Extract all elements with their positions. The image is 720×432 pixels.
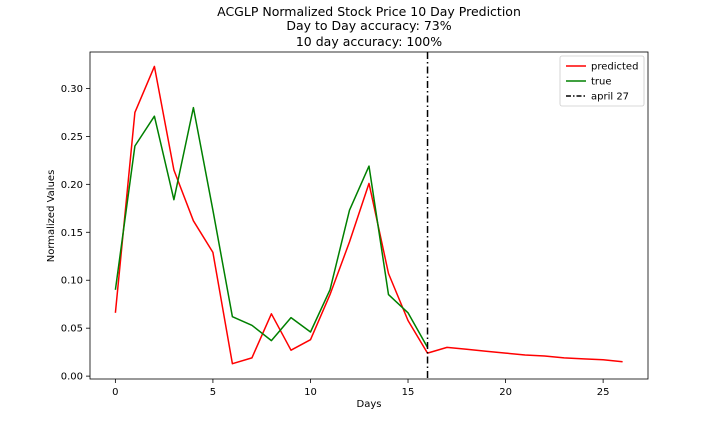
legend: predicted true april 27 bbox=[559, 55, 645, 107]
legend-label: april 27 bbox=[591, 92, 629, 103]
y-tick-label: 0.00 bbox=[61, 372, 83, 383]
series-line-predicted bbox=[114, 65, 623, 365]
y-axis-ticks: 0.00 0.05 0.10 0.15 0.20 0.25 0.30 bbox=[61, 84, 90, 383]
x-tick-label: 5 bbox=[210, 387, 216, 398]
x-axis-label: Days bbox=[357, 399, 382, 410]
x-tick-label: 10 bbox=[304, 387, 317, 398]
y-tick-label: 0.05 bbox=[61, 324, 83, 335]
x-tick-label: 0 bbox=[112, 387, 118, 398]
chart-title: ACGLP Normalized Stock Price 10 Day Pred… bbox=[217, 4, 521, 49]
plot-frame bbox=[89, 51, 649, 380]
chart-title-line-2: Day to Day accuracy: 73% bbox=[286, 18, 451, 33]
legend-label: predicted bbox=[591, 62, 638, 73]
x-tick-label: 20 bbox=[499, 387, 512, 398]
series-lines bbox=[114, 52, 623, 379]
y-tick-label: 0.25 bbox=[61, 132, 83, 143]
y-tick-label: 0.15 bbox=[61, 228, 83, 239]
x-axis-ticks: 0 5 10 15 20 25 bbox=[112, 379, 609, 398]
series-line-true bbox=[114, 106, 429, 348]
legend-label: true bbox=[591, 77, 612, 88]
chart-title-line-3: 10 day accuracy: 100% bbox=[296, 34, 442, 49]
y-tick-label: 0.20 bbox=[61, 180, 83, 191]
y-tick-label: 0.10 bbox=[61, 276, 83, 287]
x-tick-label: 25 bbox=[597, 387, 610, 398]
x-tick-label: 15 bbox=[402, 387, 415, 398]
chart-title-line-1: ACGLP Normalized Stock Price 10 Day Pred… bbox=[217, 4, 521, 19]
y-tick-label: 0.30 bbox=[61, 84, 83, 95]
legend-box bbox=[559, 55, 645, 107]
y-axis-label: Normalized Values bbox=[46, 170, 57, 263]
